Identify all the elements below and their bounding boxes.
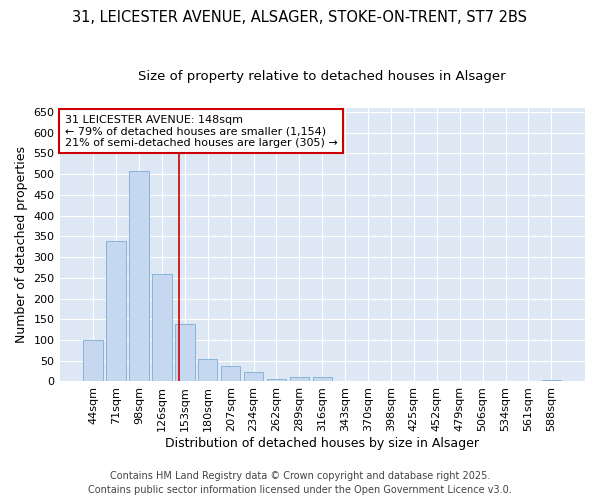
Bar — [221, 366, 241, 382]
Bar — [106, 242, 126, 382]
Title: Size of property relative to detached houses in Alsager: Size of property relative to detached ho… — [139, 70, 506, 83]
Bar — [290, 378, 309, 382]
Y-axis label: Number of detached properties: Number of detached properties — [15, 146, 28, 343]
Text: 31, LEICESTER AVENUE, ALSAGER, STOKE-ON-TRENT, ST7 2BS: 31, LEICESTER AVENUE, ALSAGER, STOKE-ON-… — [73, 10, 527, 25]
X-axis label: Distribution of detached houses by size in Alsager: Distribution of detached houses by size … — [165, 437, 479, 450]
Text: 31 LEICESTER AVENUE: 148sqm
← 79% of detached houses are smaller (1,154)
21% of : 31 LEICESTER AVENUE: 148sqm ← 79% of det… — [65, 114, 338, 148]
Bar — [83, 340, 103, 382]
Bar — [152, 274, 172, 382]
Bar — [267, 380, 286, 382]
Bar — [175, 324, 194, 382]
Bar — [542, 380, 561, 382]
Bar — [313, 378, 332, 382]
Bar — [198, 358, 217, 382]
Bar — [244, 372, 263, 382]
Text: Contains HM Land Registry data © Crown copyright and database right 2025.
Contai: Contains HM Land Registry data © Crown c… — [88, 471, 512, 495]
Bar — [129, 171, 149, 382]
